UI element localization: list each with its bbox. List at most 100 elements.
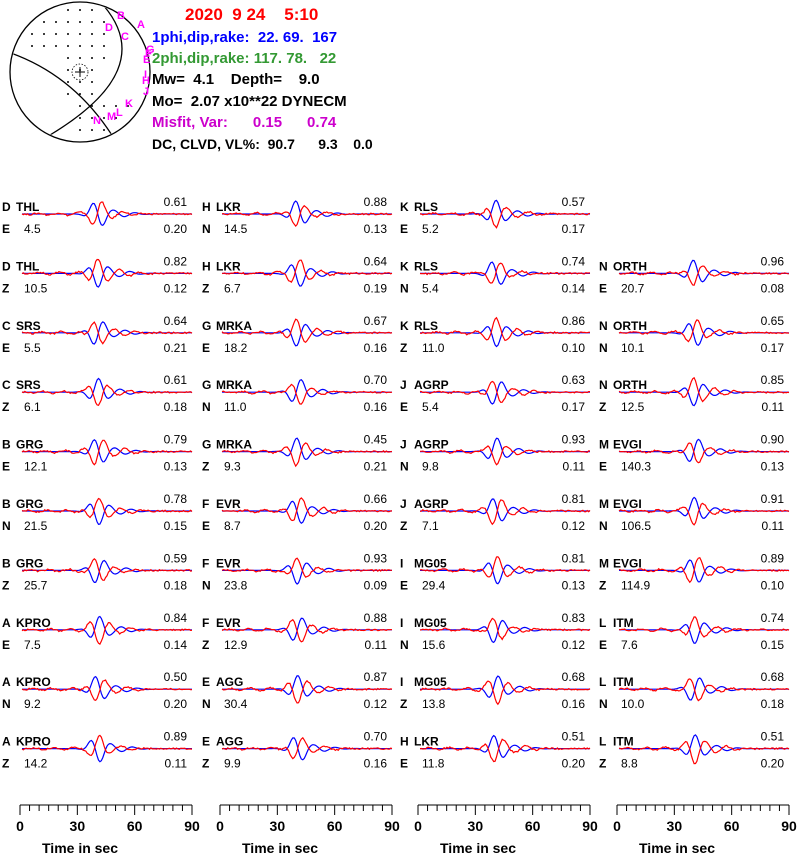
trace-correlation: 0.64 — [164, 314, 188, 328]
trace-id: G — [202, 319, 211, 333]
trace-id: H — [400, 735, 409, 749]
trace-panel-LKR-E: H LKR E 11.8 0.51 0.20 — [400, 730, 591, 771]
trace-variance-reduction: 0.14 — [164, 638, 188, 652]
trace-id: K — [400, 200, 409, 214]
observed-trace — [618, 678, 790, 702]
trace-variance-reduction: 0.11 — [762, 400, 785, 414]
trace-panel-ORTH-Z: N ORTH Z 12.5 0.85 0.11 — [599, 373, 790, 414]
x-axis-label: Time in sec — [242, 840, 318, 856]
tick-label-30: 30 — [270, 818, 286, 834]
trace-station: ITM — [613, 675, 634, 689]
trace-variance-reduction: 0.18 — [164, 578, 188, 592]
trace-correlation: 0.74 — [761, 611, 785, 625]
trace-station: GRG — [16, 438, 43, 452]
trace-variance-reduction: 0.16 — [364, 400, 388, 414]
trace-correlation: 0.51 — [562, 730, 586, 744]
trace-station: AGRP — [414, 378, 449, 392]
trace-id: M — [599, 497, 609, 511]
trace-component: E — [599, 460, 607, 474]
compression-dots — [31, 9, 129, 131]
trace-station: MG05 — [414, 675, 447, 689]
tick-label-0: 0 — [414, 818, 422, 834]
nodal-plane-2-line — [49, 5, 123, 136]
trace-station: MRKA — [216, 319, 252, 333]
trace-station: MRKA — [216, 378, 252, 392]
trace-correlation: 0.91 — [761, 492, 785, 506]
trace-panel-SRS-E: C SRS E 5.5 0.64 0.21 — [2, 314, 193, 355]
trace-id: G — [202, 378, 211, 392]
trace-variance-reduction: 0.12 — [164, 281, 188, 295]
trace-panel-LKR-N: H LKR N 14.5 0.88 0.13 — [202, 195, 393, 236]
trace-correlation: 0.87 — [364, 670, 388, 684]
trace-panel-ORTH-N: N ORTH N 10.1 0.65 0.17 — [599, 314, 790, 355]
trace-variance-reduction: 0.10 — [761, 578, 785, 592]
trace-id: J — [400, 497, 407, 511]
trace-variance-reduction: 0.13 — [164, 460, 188, 474]
trace-panel-EVGI-N: M EVGI N 106.5 0.91 0.11 — [599, 492, 790, 533]
trace-id: G — [202, 438, 211, 452]
trace-panel-MRKA-E: G MRKA E 18.2 0.67 0.16 — [202, 314, 393, 355]
nodal-plane-1: 1phi,dip,rake: 22. 69. 167 — [152, 29, 338, 46]
trace-distance: 11.0 — [422, 341, 445, 355]
observed-trace — [618, 442, 790, 464]
tick-label-0: 0 — [16, 818, 24, 834]
station-marker-M: M — [107, 111, 116, 123]
trace-variance-reduction: 0.16 — [364, 757, 388, 771]
trace-station: GRG — [16, 556, 43, 570]
trace-station: THL — [16, 200, 39, 214]
trace-panel-MRKA-Z: G MRKA Z 9.3 0.45 0.21 — [202, 433, 393, 474]
trace-distance: 5.4 — [422, 400, 439, 414]
observed-trace — [21, 620, 193, 645]
trace-station: EVGI — [613, 497, 642, 511]
trace-correlation: 0.63 — [562, 373, 586, 387]
observed-trace — [21, 384, 193, 407]
trace-distance: 8.7 — [224, 519, 241, 533]
trace-component: E — [400, 757, 408, 771]
trace-panel-MG05-Z: I MG05 Z 13.8 0.68 0.16 — [400, 670, 591, 711]
nodal-plane-2: 2phi,dip,rake: 117. 78. 22 — [152, 50, 337, 67]
observed-trace — [419, 262, 591, 284]
time-axis-1: 0 30 60 90 Time in sec — [16, 804, 200, 856]
trace-component: E — [2, 341, 10, 355]
trace-correlation: 0.85 — [761, 373, 785, 387]
beachball-outline — [9, 1, 151, 143]
trace-distance: 14.5 — [224, 222, 248, 236]
observed-trace — [618, 616, 790, 638]
observed-trace — [21, 679, 192, 701]
trace-distance: 29.4 — [422, 578, 446, 592]
trace-distance: 9.8 — [422, 460, 439, 474]
trace-correlation: 0.96 — [761, 254, 785, 268]
observed-trace — [419, 556, 591, 578]
tick-label-90: 90 — [384, 818, 400, 834]
observed-trace — [419, 316, 591, 342]
trace-correlation: 0.89 — [761, 551, 785, 565]
station-marker-C: C — [121, 31, 129, 43]
trace-station: MRKA — [216, 438, 252, 452]
trace-component: Z — [400, 697, 407, 711]
trace-distance: 23.8 — [224, 578, 248, 592]
tick-label-0: 0 — [613, 818, 621, 834]
trace-panel-AGRP-E: J AGRP E 5.4 0.63 0.17 — [400, 373, 590, 414]
trace-variance-reduction: 0.19 — [364, 281, 388, 295]
observed-trace — [419, 380, 590, 404]
tick-label-0: 0 — [216, 818, 224, 834]
trace-distance: 7.6 — [621, 638, 638, 652]
observed-trace — [420, 445, 591, 466]
trace-id: J — [400, 438, 407, 452]
tick-label-30: 30 — [468, 818, 484, 834]
observed-trace — [21, 557, 193, 581]
trace-variance-reduction: 0.20 — [164, 222, 188, 236]
observed-trace — [221, 318, 393, 344]
trace-distance: 7.1 — [422, 519, 439, 533]
trace-panel-ORTH-E: N ORTH E 20.7 0.96 0.08 — [599, 254, 790, 295]
trace-correlation: 0.81 — [562, 492, 586, 506]
trace-component: N — [202, 400, 211, 414]
trace-variance-reduction: 0.11 — [762, 519, 785, 533]
trace-component: E — [400, 400, 408, 414]
trace-station: AGRP — [414, 438, 449, 452]
trace-id: I — [400, 556, 403, 570]
trace-station: ORTH — [613, 259, 647, 273]
trace-station: ORTH — [613, 378, 647, 392]
trace-id: F — [202, 556, 209, 570]
p-axis-circle — [71, 63, 89, 81]
